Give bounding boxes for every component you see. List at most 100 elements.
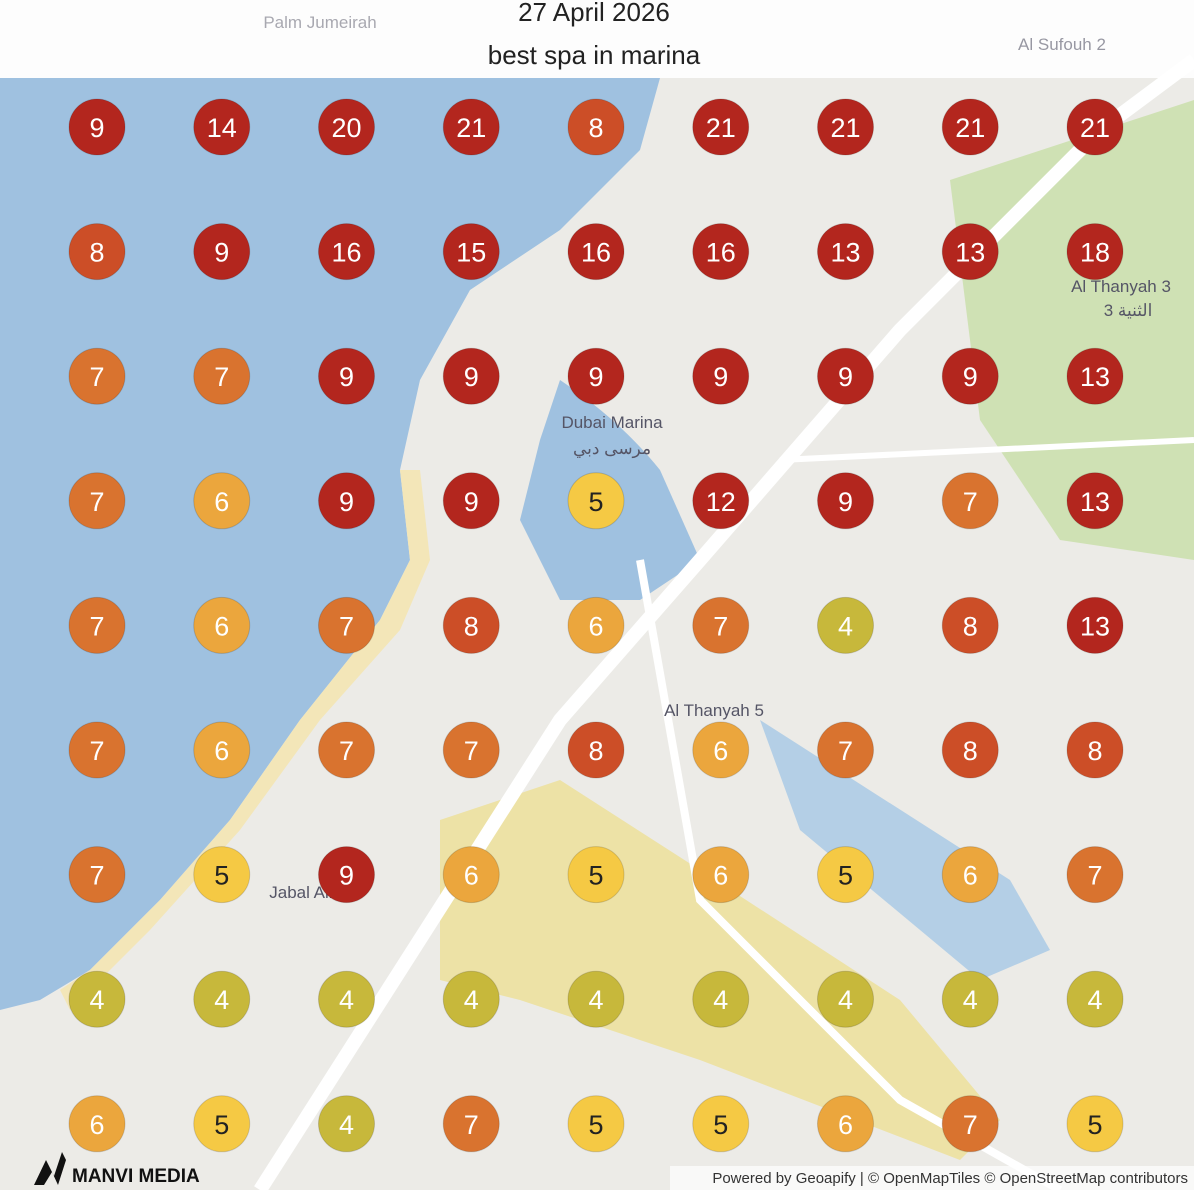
rank-label: 5 [713, 1110, 728, 1140]
rank-marker [567, 1095, 625, 1153]
rank-label: 7 [713, 611, 728, 641]
rank-marker [567, 223, 625, 281]
rank-label: 9 [464, 487, 479, 517]
rank-grid: 9 14 20 21 8 21 21 21 21 8 9 16 15 16 16 13 13 18 7 7 9 9 9 9 9 9… [68, 98, 1124, 1153]
rank-label: 16 [331, 238, 361, 268]
rank-label: 7 [963, 1110, 978, 1140]
water [0, 78, 660, 1010]
attribution-bg [670, 1166, 1194, 1190]
map-label: Al Sufouh 2 [1018, 35, 1106, 54]
rank-label: 7 [89, 611, 104, 641]
rank-label: 21 [955, 113, 985, 143]
rank-label: 12 [706, 487, 736, 517]
map-label: Dubai Marina [561, 413, 663, 432]
rank-label: 7 [1087, 861, 1102, 891]
rank-label: 5 [588, 1110, 603, 1140]
rank-marker [193, 98, 251, 156]
rank-marker [941, 1095, 999, 1153]
rank-marker [692, 596, 750, 654]
rank-marker [941, 347, 999, 405]
brand: MANVI MEDIA [72, 1166, 200, 1187]
rank-label: 9 [588, 362, 603, 392]
rank-label: 21 [456, 113, 486, 143]
rank-marker [941, 596, 999, 654]
rank-label: 7 [89, 487, 104, 517]
rank-marker [1066, 223, 1124, 281]
date: 27 April 2026 [518, 0, 670, 27]
rank-label: 4 [588, 985, 603, 1015]
rank-label: 9 [963, 362, 978, 392]
rank-marker [692, 846, 750, 904]
rank-marker [567, 472, 625, 530]
rank-marker [193, 1095, 251, 1153]
rank-marker [193, 347, 251, 405]
rank-marker [692, 472, 750, 530]
rank-marker [68, 846, 126, 904]
rank-label: 7 [89, 861, 104, 891]
rank-marker [442, 347, 500, 405]
rank-marker [1066, 970, 1124, 1028]
rank-label: 9 [838, 362, 853, 392]
rank-marker [567, 596, 625, 654]
rank-label: 21 [1080, 113, 1110, 143]
rank-marker [692, 970, 750, 1028]
map-label: الثنية 3 [1104, 301, 1153, 320]
map-label: Al Thanyah 5 [664, 701, 764, 720]
rank-marker [1066, 472, 1124, 530]
rank-marker [193, 472, 251, 530]
rank-marker [1066, 846, 1124, 904]
rank-marker [318, 596, 375, 654]
road [779, 437, 1194, 463]
rank-marker [817, 223, 874, 281]
rank-label: 6 [838, 1110, 853, 1140]
rank-label: 7 [838, 736, 853, 766]
rank-marker [817, 596, 874, 654]
rank-marker [817, 347, 874, 405]
rank-label: 21 [706, 113, 736, 143]
attribution: Powered by Geoapify | © OpenMapTiles © O… [712, 1170, 1188, 1187]
rank-label: 8 [963, 611, 978, 641]
rank-marker [692, 1095, 750, 1153]
rank-label: 9 [339, 861, 354, 891]
map-label: مرسى دبي [573, 439, 651, 459]
rank-marker [442, 1095, 500, 1153]
rank-marker [318, 98, 375, 156]
rank-marker [817, 721, 874, 779]
rank-marker [442, 970, 500, 1028]
rank-marker [692, 347, 750, 405]
rank-label: 4 [713, 985, 728, 1015]
rank-marker [318, 223, 375, 281]
rank-label: 5 [214, 1110, 229, 1140]
rank-marker [1066, 347, 1124, 405]
rank-marker [567, 347, 625, 405]
rank-label: 7 [214, 362, 229, 392]
rank-label: 7 [89, 362, 104, 392]
rank-label: 5 [838, 861, 853, 891]
rank-marker [442, 846, 500, 904]
rank-marker [193, 846, 251, 904]
rank-label: 9 [339, 362, 354, 392]
map-label: Palm Jumeirah [263, 13, 376, 32]
lakes [760, 720, 1050, 980]
rank-label: 6 [713, 861, 728, 891]
rank-marker [567, 98, 625, 156]
rank-marker [68, 98, 126, 156]
rank-label: 6 [214, 736, 229, 766]
rank-label: 13 [1080, 611, 1110, 641]
rank-marker [817, 1095, 874, 1153]
rank-label: 9 [838, 487, 853, 517]
rank-label: 4 [89, 985, 104, 1015]
rank-marker [442, 472, 500, 530]
rank-marker [68, 223, 126, 281]
rank-marker [567, 970, 625, 1028]
rank-label: 5 [588, 487, 603, 517]
rank-marker [1066, 596, 1124, 654]
rank-label: 13 [1080, 362, 1110, 392]
rank-label: 6 [89, 1110, 104, 1140]
rank-label: 9 [713, 362, 728, 392]
rank-marker [68, 596, 126, 654]
rank-label: 18 [1080, 238, 1110, 268]
rank-label: 4 [339, 1110, 354, 1140]
rank-marker [193, 970, 251, 1028]
rank-label: 9 [464, 362, 479, 392]
